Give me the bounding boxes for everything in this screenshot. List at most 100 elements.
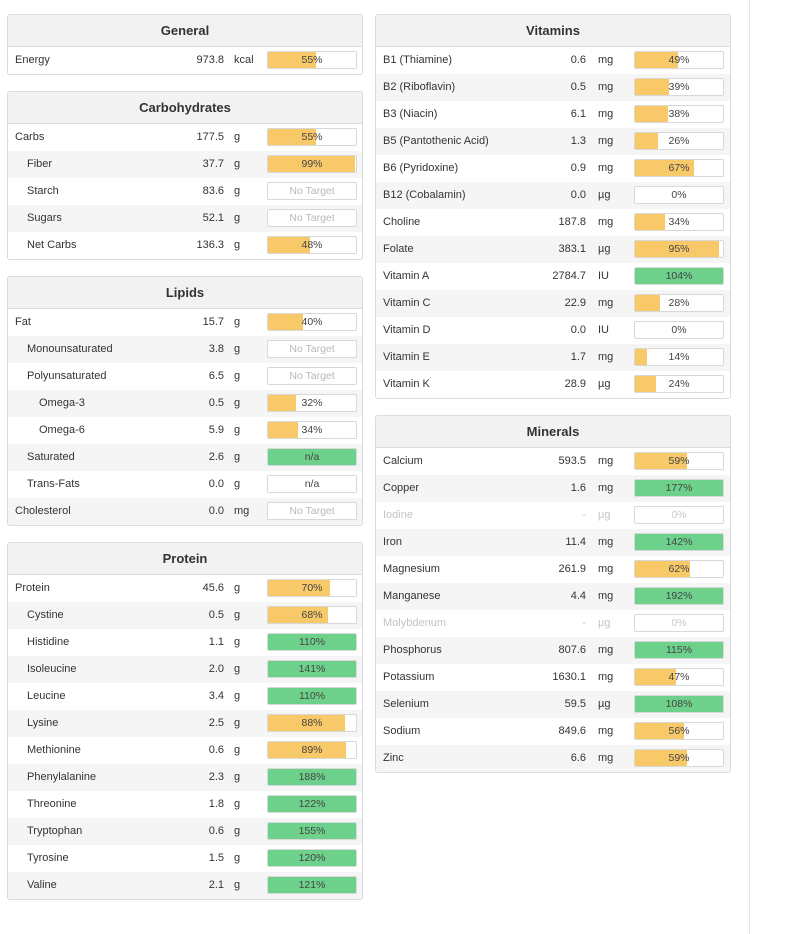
target-progress-bar[interactable]: 38% [634,105,724,123]
progress-fill [268,449,356,465]
nutrient-name: Vitamin C [383,297,431,309]
target-progress-bar[interactable]: 110% [267,687,357,705]
target-progress-bar[interactable]: 62% [634,560,724,578]
nutrient-row-vitamin-c: Vitamin C 22.9 mg 28% [376,290,730,317]
progress-percent: 55% [301,131,323,143]
progress-percent: 0% [671,189,687,201]
target-progress-bar[interactable]: No Target [267,502,357,520]
nutrient-row-isoleucine: Isoleucine 2.0 g 141% [8,656,362,683]
target-progress-bar[interactable]: 99% [267,155,357,173]
progress-percent: 0% [671,324,687,336]
target-progress-bar[interactable]: 0% [634,186,724,204]
panel-vitamins: Vitamins B1 (Thiamine) 0.6 mg 49% B2 (Ribofla… [375,14,731,399]
target-progress-bar[interactable]: 192% [634,587,724,605]
target-progress-bar[interactable]: n/a [267,448,357,466]
nutrient-unit: µg [598,378,611,390]
progress-percent: 188% [298,771,326,783]
nutrient-row-molybdenum: Molybdenum - µg 0% [376,610,730,637]
nutrient-amount: 59.5 [564,698,586,710]
target-progress-bar[interactable]: 88% [267,714,357,732]
nutrient-amount: 849.6 [558,725,586,737]
target-progress-bar[interactable]: 110% [267,633,357,651]
target-progress-bar[interactable]: 34% [267,421,357,439]
target-progress-bar[interactable]: 24% [634,375,724,393]
target-progress-bar[interactable]: 122% [267,795,357,813]
target-progress-bar[interactable]: 39% [634,78,724,96]
target-progress-bar[interactable]: 155% [267,822,357,840]
nutrient-amount: 136.3 [196,239,224,251]
progress-percent: 177% [665,482,693,494]
target-progress-bar[interactable]: No Target [267,340,357,358]
nutrient-row-phosphorus: Phosphorus 807.6 mg 115% [376,637,730,664]
nutrient-unit: mg [598,455,614,467]
target-progress-bar[interactable]: 121% [267,876,357,894]
progress-percent: 55% [301,54,323,66]
progress-percent: 49% [668,54,690,66]
target-progress-bar[interactable]: 104% [634,267,724,285]
nutrient-unit: g [234,744,241,756]
progress-percent: 48% [301,239,323,251]
target-progress-bar[interactable]: 40% [267,313,357,331]
target-progress-bar[interactable]: 56% [634,722,724,740]
target-progress-bar[interactable]: 141% [267,660,357,678]
target-progress-bar[interactable]: 55% [267,128,357,146]
nutrient-amount: 5.9 [208,424,224,436]
nutrient-name: Copper [383,482,420,494]
target-progress-bar[interactable]: 95% [634,240,724,258]
target-progress-bar[interactable]: 115% [634,641,724,659]
nutrient-amount: 0.5 [208,609,224,621]
target-progress-bar[interactable]: 28% [634,294,724,312]
progress-percent: 70% [301,582,323,594]
nutrient-amount: 187.8 [558,216,586,228]
target-progress-bar[interactable]: No Target [267,367,357,385]
progress-percent: 62% [668,563,690,575]
target-progress-bar[interactable]: 0% [634,614,724,632]
progress-percent: 89% [301,744,323,756]
nutrient-unit: mg [598,108,614,120]
nutrient-name: Magnesium [383,563,440,575]
target-progress-bar[interactable]: 0% [634,321,724,339]
target-progress-bar[interactable]: 59% [634,749,724,767]
target-progress-bar[interactable]: 89% [267,741,357,759]
target-progress-bar[interactable]: 177% [634,479,724,497]
target-progress-bar[interactable]: No Target [267,209,357,227]
target-progress-bar[interactable]: 68% [267,606,357,624]
target-progress-bar[interactable]: 49% [634,51,724,69]
nutrient-unit: mg [598,590,614,602]
progress-percent: 142% [665,536,693,548]
target-progress-bar[interactable]: 108% [634,695,724,713]
target-progress-bar[interactable]: 0% [634,506,724,524]
nutrient-amount: 15.7 [202,316,224,328]
nutrient-name: Folate [383,243,414,255]
target-progress-bar[interactable]: 70% [267,579,357,597]
nutrient-amount: 593.5 [558,455,586,467]
progress-fill [268,395,297,411]
nutrient-row-leucine: Leucine 3.4 g 110% [8,683,362,710]
nutrient-row-monounsaturated: Monounsaturated 3.8 g No Target [8,336,362,363]
progress-fill [635,376,657,392]
target-progress-bar[interactable]: n/a [267,475,357,493]
nutrient-amount: 0.5 [208,397,224,409]
target-progress-bar[interactable]: 48% [267,236,357,254]
nutrient-unit: µg [598,189,611,201]
nutrient-row-lysine: Lysine 2.5 g 88% [8,710,362,737]
nutrient-unit: g [234,609,241,621]
nutrient-unit: mg [598,162,614,174]
target-progress-bar[interactable]: 67% [634,159,724,177]
target-progress-bar[interactable]: 120% [267,849,357,867]
nutrient-row-omega-3: Omega-3 0.5 g 32% [8,390,362,417]
target-progress-bar[interactable]: 59% [634,452,724,470]
nutrient-row-b6-pyridoxine: B6 (Pyridoxine) 0.9 mg 67% [376,155,730,182]
target-progress-bar[interactable]: 32% [267,394,357,412]
target-progress-bar[interactable]: 188% [267,768,357,786]
target-progress-bar[interactable]: 142% [634,533,724,551]
target-progress-bar[interactable]: 34% [634,213,724,231]
target-progress-bar[interactable]: 55% [267,51,357,69]
target-progress-bar[interactable]: 14% [634,348,724,366]
panel-title: General [8,15,362,47]
nutrient-unit: g [234,239,241,251]
target-progress-bar[interactable]: No Target [267,182,357,200]
target-progress-bar[interactable]: 26% [634,132,724,150]
target-progress-bar[interactable]: 47% [634,668,724,686]
nutrient-row-polyunsaturated: Polyunsaturated 6.5 g No Target [8,363,362,390]
